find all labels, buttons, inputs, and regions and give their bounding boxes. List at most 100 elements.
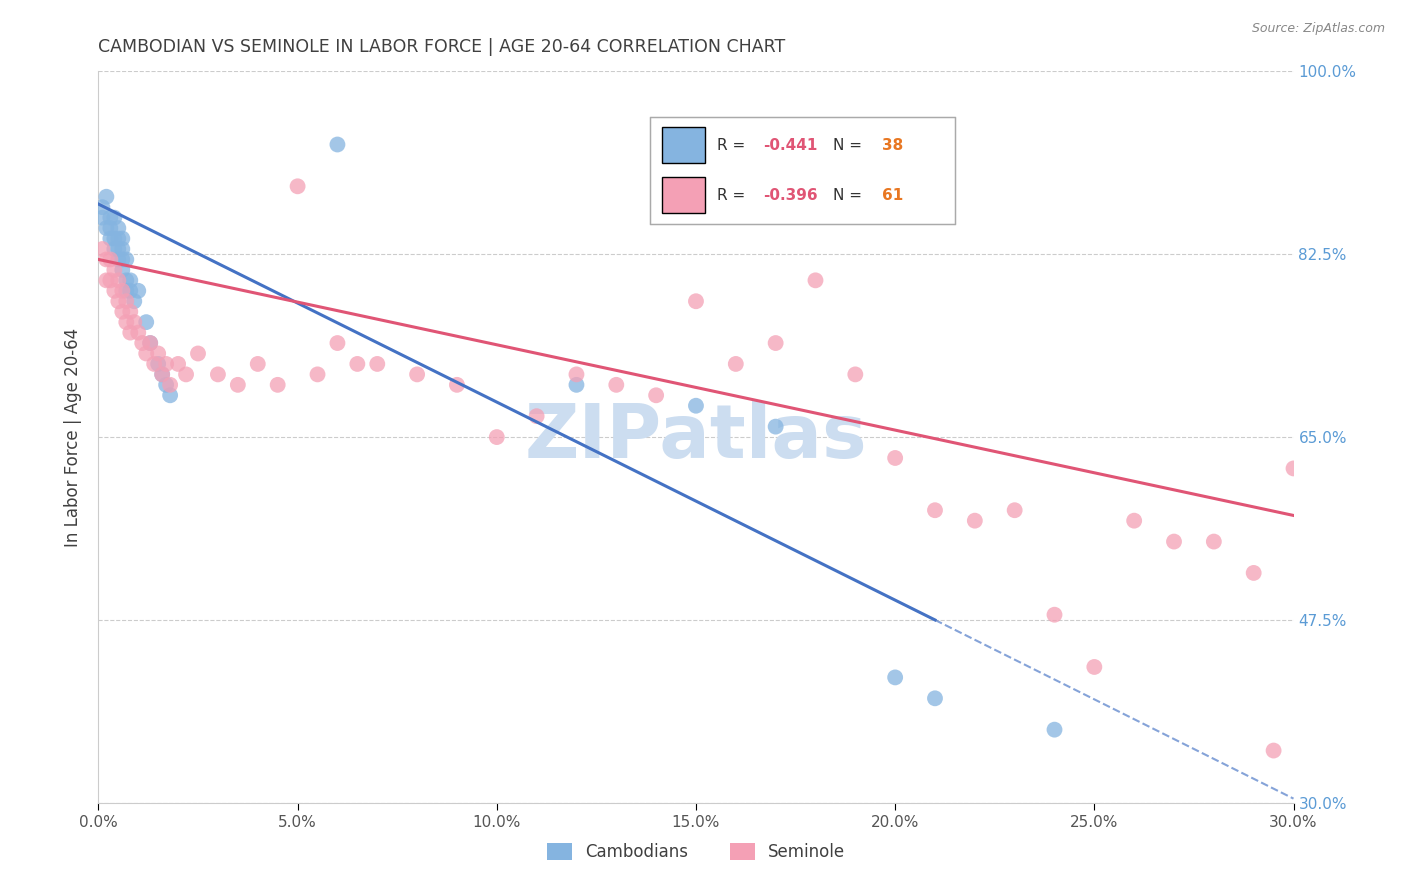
Point [91, 242, 114, 256]
Point [98, 221, 122, 235]
Point [485, 430, 508, 444]
Text: N =: N = [832, 137, 866, 153]
Text: 38: 38 [882, 137, 903, 153]
Point [107, 273, 129, 287]
Text: R =: R = [717, 187, 749, 202]
Point [963, 514, 986, 528]
Point [111, 252, 134, 267]
Point [103, 263, 125, 277]
Point [115, 284, 138, 298]
Point [107, 294, 129, 309]
Point [120, 326, 142, 340]
Text: N =: N = [832, 187, 866, 202]
Point [115, 252, 138, 267]
Point [107, 231, 129, 245]
Point [150, 368, 173, 382]
Text: CAMBODIAN VS SEMINOLE IN LABOR FORCE | AGE 20-64 CORRELATION CHART: CAMBODIAN VS SEMINOLE IN LABOR FORCE | A… [98, 38, 786, 56]
Text: -0.441: -0.441 [762, 137, 817, 153]
Point [98, 252, 122, 267]
Point [155, 357, 177, 371]
Point [98, 231, 122, 245]
Point [346, 357, 368, 371]
Point [111, 231, 134, 245]
Point [120, 284, 142, 298]
Point [111, 263, 134, 277]
Point [148, 357, 170, 371]
Point [167, 357, 190, 371]
Point [124, 294, 146, 309]
Point [1083, 660, 1105, 674]
Point [765, 336, 787, 351]
Point [107, 252, 129, 267]
Point [107, 221, 129, 235]
Point [645, 388, 668, 402]
Point [565, 368, 588, 382]
Point [98, 273, 122, 287]
Text: Source: ZipAtlas.com: Source: ZipAtlas.com [1251, 22, 1385, 36]
Point [1202, 534, 1225, 549]
Point [287, 179, 309, 194]
Text: 61: 61 [882, 187, 903, 202]
Point [111, 304, 134, 318]
Point [226, 377, 249, 392]
Point [307, 368, 329, 382]
Point [1243, 566, 1265, 580]
Text: -0.396: -0.396 [762, 187, 817, 202]
Point [124, 315, 146, 329]
Point [143, 357, 166, 371]
Point [98, 211, 122, 225]
Point [139, 336, 162, 351]
Point [91, 200, 114, 214]
Point [96, 252, 118, 267]
Point [326, 336, 349, 351]
Point [844, 368, 866, 382]
Text: R =: R = [717, 137, 749, 153]
Point [96, 221, 118, 235]
Point [1263, 743, 1285, 757]
Point [326, 137, 349, 152]
Point [111, 242, 134, 256]
Point [174, 368, 197, 382]
Point [96, 273, 118, 287]
Point [406, 368, 429, 382]
Point [685, 399, 707, 413]
Point [120, 304, 142, 318]
Point [1004, 503, 1026, 517]
Point [446, 377, 468, 392]
Point [1282, 461, 1305, 475]
Point [924, 503, 946, 517]
FancyBboxPatch shape [662, 177, 704, 213]
Point [120, 273, 142, 287]
Point [150, 368, 173, 382]
Point [159, 388, 181, 402]
Point [884, 670, 907, 684]
Point [103, 242, 125, 256]
Point [207, 368, 229, 382]
Text: ZIPatlas: ZIPatlas [524, 401, 868, 474]
Point [103, 284, 125, 298]
Point [246, 357, 269, 371]
Y-axis label: In Labor Force | Age 20-64: In Labor Force | Age 20-64 [65, 327, 83, 547]
Point [159, 377, 181, 392]
Point [884, 450, 907, 465]
Point [1163, 534, 1185, 549]
Point [127, 326, 149, 340]
FancyBboxPatch shape [662, 127, 704, 163]
Legend: Cambodians, Seminole: Cambodians, Seminole [540, 836, 852, 868]
Point [127, 284, 149, 298]
Point [135, 346, 157, 360]
Point [1043, 607, 1066, 622]
Point [267, 377, 290, 392]
Point [1043, 723, 1066, 737]
Point [103, 211, 125, 225]
Point [115, 315, 138, 329]
Point [724, 357, 747, 371]
Point [107, 242, 129, 256]
Point [924, 691, 946, 706]
Point [565, 377, 588, 392]
Point [103, 231, 125, 245]
Point [115, 273, 138, 287]
Point [1123, 514, 1146, 528]
Point [366, 357, 388, 371]
Point [111, 284, 134, 298]
